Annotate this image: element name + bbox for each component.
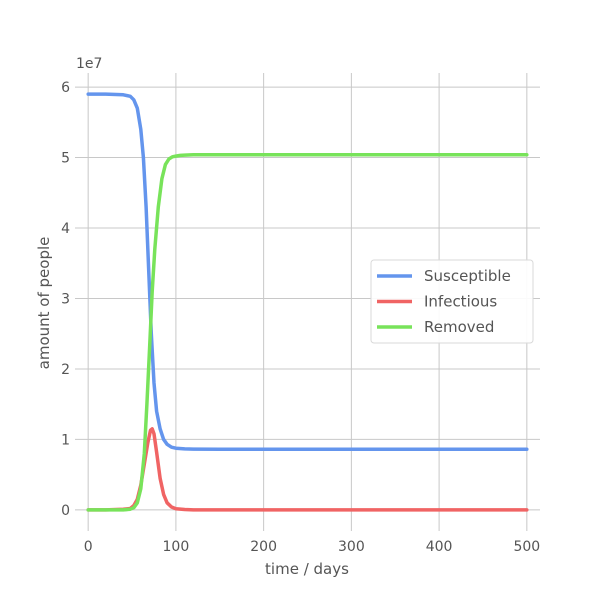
x-tick-label: 0 — [84, 539, 93, 555]
y-tick-label: 4 — [61, 221, 70, 237]
y-tick-label: 2 — [61, 362, 70, 378]
x-tick-label: 200 — [250, 539, 277, 555]
x-tick-label: 500 — [513, 539, 540, 555]
series-line-susceptible — [86, 92, 529, 452]
y-axis-label: amount of people — [35, 237, 53, 370]
x-axis-label: time / days — [265, 560, 349, 578]
legend-label-susceptible: Susceptible — [424, 267, 511, 285]
y-tick-label: 6 — [61, 80, 70, 96]
legend-label-infectious: Infectious — [424, 293, 497, 311]
tick-labels: 0 100 200 300 400 500 0 1 2 3 4 5 6 — [61, 80, 540, 555]
legend-box — [370, 259, 534, 344]
x-tick-label: 100 — [163, 539, 190, 555]
y-tick-label: 3 — [61, 291, 70, 307]
legend: Susceptible Infectious Removed — [370, 259, 534, 344]
y-tick-label: 5 — [61, 151, 70, 167]
series-line-infectious — [86, 427, 529, 512]
y-tick-label: 1 — [61, 432, 70, 448]
y-tick-label: 0 — [61, 503, 70, 519]
series-lines — [86, 92, 529, 512]
y-offset-label: 1e7 — [76, 56, 102, 72]
series-line-removed — [86, 152, 529, 512]
x-tick-label: 300 — [338, 539, 365, 555]
legend-label-removed: Removed — [424, 318, 494, 336]
x-tick-label: 400 — [426, 539, 453, 555]
